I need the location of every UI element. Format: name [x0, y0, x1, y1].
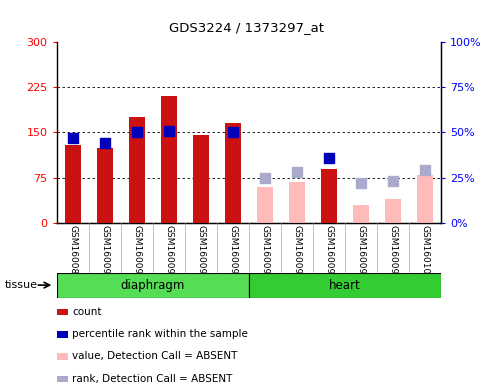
- Text: rank, Detection Call = ABSENT: rank, Detection Call = ABSENT: [72, 374, 233, 384]
- Text: GSM160097: GSM160097: [324, 225, 334, 280]
- Text: tissue: tissue: [5, 280, 38, 290]
- Text: diaphragm: diaphragm: [121, 279, 185, 291]
- Point: [229, 129, 237, 136]
- Bar: [57, 273, 249, 298]
- Text: GSM160098: GSM160098: [356, 225, 366, 280]
- Text: value, Detection Call = ABSENT: value, Detection Call = ABSENT: [72, 351, 238, 361]
- Text: count: count: [72, 307, 102, 317]
- Bar: [385, 199, 401, 223]
- Bar: [321, 169, 337, 223]
- Text: GSM160096: GSM160096: [292, 225, 302, 280]
- Text: GSM160100: GSM160100: [421, 225, 430, 280]
- Bar: [289, 182, 305, 223]
- Point: [325, 155, 333, 161]
- Bar: [161, 96, 177, 223]
- Text: GSM160090: GSM160090: [100, 225, 109, 280]
- Bar: [97, 147, 113, 223]
- Point: [389, 178, 397, 184]
- Point: [261, 174, 269, 181]
- Text: percentile rank within the sample: percentile rank within the sample: [72, 329, 248, 339]
- Point: [357, 180, 365, 186]
- Bar: [353, 205, 369, 223]
- Bar: [65, 144, 81, 223]
- Point: [69, 135, 77, 141]
- Bar: [193, 136, 209, 223]
- Text: heart: heart: [329, 279, 361, 291]
- Bar: [257, 187, 273, 223]
- Bar: [249, 273, 441, 298]
- Point: [165, 127, 173, 134]
- Text: GSM160091: GSM160091: [132, 225, 141, 280]
- Point: [101, 140, 108, 146]
- Text: GSM160099: GSM160099: [388, 225, 398, 280]
- Bar: [417, 175, 433, 223]
- Text: GSM160089: GSM160089: [68, 225, 77, 280]
- Text: GSM160094: GSM160094: [228, 225, 238, 280]
- Point: [293, 169, 301, 175]
- Point: [421, 167, 429, 174]
- Point: [133, 129, 141, 136]
- Text: GSM160095: GSM160095: [260, 225, 270, 280]
- Bar: [225, 124, 241, 223]
- Text: GSM160093: GSM160093: [196, 225, 206, 280]
- Text: GDS3224 / 1373297_at: GDS3224 / 1373297_at: [169, 21, 324, 34]
- Text: GSM160092: GSM160092: [164, 225, 174, 280]
- Bar: [129, 118, 145, 223]
